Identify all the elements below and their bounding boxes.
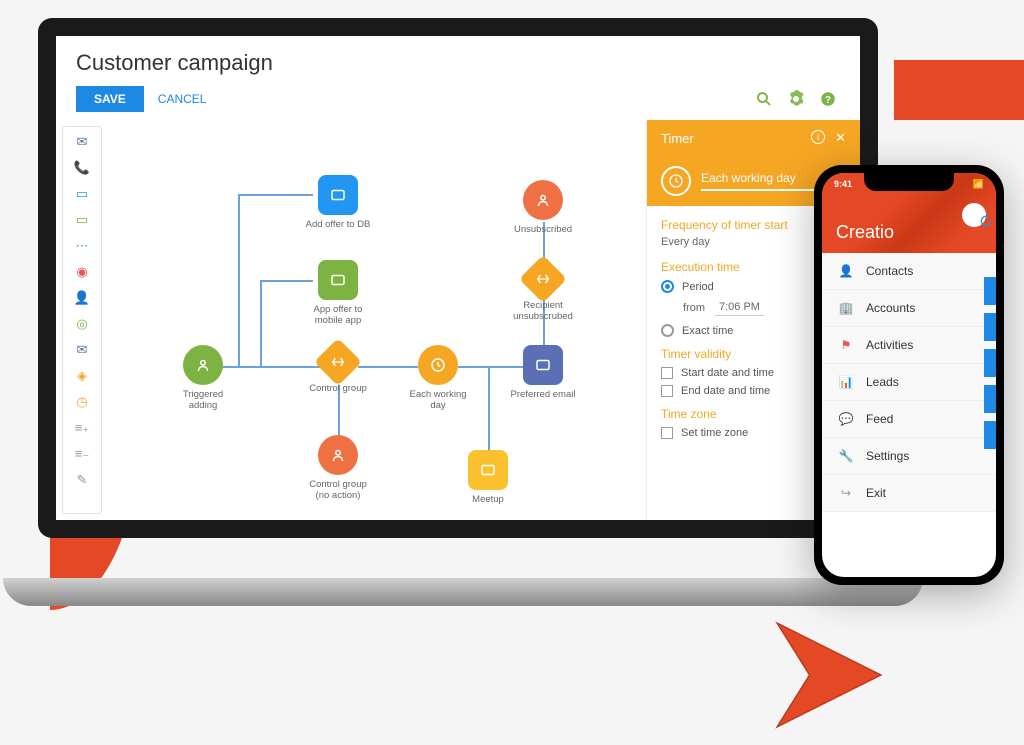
target-tool[interactable]: ◎ (68, 313, 96, 335)
node-label-working_day: Each working day (403, 389, 473, 412)
leads-icon: 📊 (838, 374, 854, 390)
phone-signal-icon: 📶 (973, 179, 984, 197)
menu-label: Settings (866, 449, 909, 463)
settings-icon: 🔧 (838, 448, 854, 464)
node-shape-recipient (519, 255, 567, 303)
phone-tool[interactable]: 📞 (68, 157, 96, 179)
edge (260, 280, 262, 366)
menu-item-accounts[interactable]: 🏢 Accounts (822, 290, 996, 327)
contacts-icon: 👤 (838, 263, 854, 279)
node-unsubscribed[interactable]: Unsubscribed (508, 180, 578, 235)
node-shape-preferred (523, 345, 563, 385)
menu-item-activities[interactable]: ⚑ Activities (822, 327, 996, 364)
node-label-control_group: Control group (309, 383, 367, 394)
app-header: Customer campaign SAVE CANCEL ? (56, 36, 860, 120)
svg-text:?: ? (825, 95, 831, 106)
gear-icon[interactable] (784, 87, 808, 111)
from-time-value[interactable]: 7:06 PM (715, 299, 764, 316)
menu-label: Contacts (866, 264, 913, 278)
menu-label: Leads (866, 375, 899, 389)
info-icon[interactable]: i (811, 130, 825, 144)
menu-label: Accounts (866, 301, 915, 315)
node-control_no_action[interactable]: Control group (no action) (303, 435, 373, 502)
close-icon[interactable]: ✕ (835, 130, 846, 146)
node-label-meetup: Meetup (472, 494, 504, 505)
node-label-recipient: Recipient unsubscrubed (508, 300, 578, 323)
decorative-red-accent (894, 60, 1024, 120)
feed-icon: 💬 (838, 411, 854, 427)
decorative-right-bars (984, 277, 996, 457)
node-shape-control_no_action (318, 435, 358, 475)
node-shape-control_group (314, 338, 362, 386)
phone-mockup: 9:41 📶 Creatio 👤 Contacts 🏢 Accounts ⚑ Activi… (814, 165, 1004, 585)
page-title: Customer campaign (76, 50, 840, 76)
menu-label: Exit (866, 486, 886, 500)
element-toolbar: ✉ 📞 ▭ ▭ ⋯ ◉ 👤 ◎ ✉ ◈ ◷ ≡₊ ≡₋ ✎ (62, 126, 102, 514)
help-icon[interactable]: ? (816, 87, 840, 111)
edge (238, 194, 240, 366)
add-tool[interactable]: ≡₊ (68, 417, 96, 439)
node-shape-triggered (183, 345, 223, 385)
node-control_group[interactable]: Control group (303, 345, 373, 394)
node-label-control_no_action: Control group (no action) (303, 479, 373, 502)
save-button[interactable]: SAVE (76, 86, 144, 112)
filter-tool[interactable]: ≡₋ (68, 443, 96, 465)
user-tool[interactable]: 👤 (68, 287, 96, 309)
node-label-triggered: Triggered adding (168, 389, 238, 412)
menu-item-settings[interactable]: 🔧 Settings (822, 438, 996, 475)
menu-item-exit[interactable]: ↪ Exit (822, 475, 996, 512)
menu-item-feed[interactable]: 💬 Feed (822, 401, 996, 438)
refresh-icon[interactable] (978, 213, 994, 234)
menu-item-leads[interactable]: 📊 Leads (822, 364, 996, 401)
menu-label: Activities (866, 338, 913, 352)
from-label: from (683, 302, 705, 314)
node-label-add_offer: Add offer to DB (306, 219, 371, 230)
node-app_offer[interactable]: App offer to mobile app (303, 260, 373, 327)
node-label-preferred: Preferred email (511, 389, 576, 400)
node-add_offer[interactable]: Add offer to DB (303, 175, 373, 230)
edit-tool[interactable]: ✎ (68, 469, 96, 491)
control-tool[interactable]: ◈ (68, 365, 96, 387)
node-shape-unsubscribed (523, 180, 563, 220)
node-meetup[interactable]: Meetup (453, 450, 523, 505)
edge (238, 194, 313, 196)
node-triggered[interactable]: Triggered adding (168, 345, 238, 412)
unsubscribe-tool[interactable]: ◉ (68, 261, 96, 283)
exit-icon: ↪ (838, 485, 854, 501)
activities-icon: ⚑ (838, 337, 854, 353)
panel-header: Timer i ✕ (647, 120, 860, 156)
cancel-button[interactable]: CANCEL (158, 92, 207, 106)
node-label-app_offer: App offer to mobile app (303, 304, 373, 327)
campaign-designer-app: Customer campaign SAVE CANCEL ? ✉ 📞 ▭ ▭ ⋯ ◉ 👤 ◎… (56, 36, 860, 520)
node-working_day[interactable]: Each working day (403, 345, 473, 412)
phone-brand-logo: Creatio (836, 222, 894, 243)
panel-title: Timer (661, 131, 694, 146)
app-offer-tool[interactable]: ▭ (68, 209, 96, 231)
node-label-unsubscribed: Unsubscribed (514, 224, 572, 235)
laptop-mockup: Customer campaign SAVE CANCEL ? ✉ 📞 ▭ ▭ ⋯ ◉ 👤 ◎… (38, 18, 888, 578)
add-offer-tool[interactable]: ▭ (68, 183, 96, 205)
timer-icon (661, 166, 691, 196)
node-shape-app_offer (318, 260, 358, 300)
phone-notch (864, 173, 954, 191)
campaign-canvas[interactable]: Triggered adding Add offer to DB App offer… (108, 120, 646, 520)
menu-item-contacts[interactable]: 👤 Contacts (822, 253, 996, 290)
menu-label: Feed (866, 412, 893, 426)
node-recipient[interactable]: Recipient unsubscrubed (508, 262, 578, 323)
sms-tool[interactable]: ⋯ (68, 235, 96, 257)
phone-nav-menu: 👤 Contacts 🏢 Accounts ⚑ Activities 📊 Leads 💬 Feed… (822, 253, 996, 512)
node-shape-working_day (418, 345, 458, 385)
email-tool[interactable]: ✉ (68, 131, 96, 153)
node-shape-add_offer (318, 175, 358, 215)
preferred-tool[interactable]: ✉ (68, 339, 96, 361)
timer-tool[interactable]: ◷ (68, 391, 96, 413)
accounts-icon: 🏢 (838, 300, 854, 316)
phone-time: 9:41 (834, 179, 852, 197)
node-shape-meetup (468, 450, 508, 490)
search-icon[interactable] (752, 87, 776, 111)
node-preferred[interactable]: Preferred email (508, 345, 578, 400)
laptop-base (3, 578, 923, 606)
